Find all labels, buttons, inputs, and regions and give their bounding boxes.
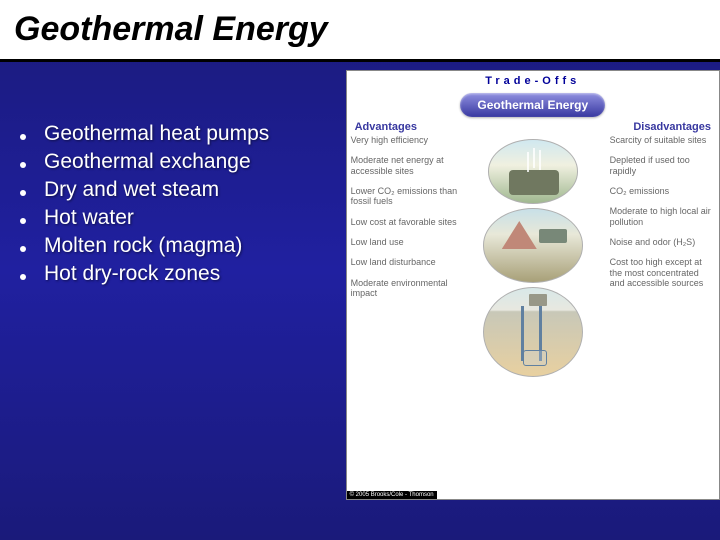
- tradeoff-header: Trade-Offs: [347, 71, 719, 91]
- copyright-label: © 2005 Brooks/Cole - Thomson: [347, 491, 437, 499]
- disadvantage-item: Depleted if used too rapidly: [610, 155, 715, 176]
- disadvantage-item: Scarcity of suitable sites: [610, 135, 715, 145]
- disadvantage-item: Moderate to high local air pollution: [610, 206, 715, 227]
- disadvantage-item: CO₂ emissions: [610, 186, 715, 196]
- bullet-item: Geothermal heat pumps: [20, 122, 336, 146]
- advantage-item: Low land use: [351, 237, 458, 247]
- illustration-column: [460, 135, 606, 463]
- content-area: Geothermal heat pumps Geothermal exchang…: [0, 62, 720, 540]
- bullet-text: Geothermal heat pumps: [44, 122, 269, 146]
- advantage-item: Very high efficiency: [351, 135, 458, 145]
- advantages-header: Advantages: [355, 121, 533, 133]
- bullet-dot-icon: [20, 190, 26, 196]
- tradeoff-headers-row: Advantages Disadvantages: [347, 121, 719, 133]
- slide-title: Geothermal Energy: [14, 10, 706, 49]
- bullet-item: Dry and wet steam: [20, 178, 336, 202]
- bullet-item: Hot dry-rock zones: [20, 262, 336, 286]
- title-bar: Geothermal Energy: [0, 0, 720, 62]
- bullet-dot-icon: [20, 134, 26, 140]
- bullet-text: Molten rock (magma): [44, 234, 242, 258]
- disadvantage-item: Noise and odor (H₂S): [610, 237, 715, 247]
- bullet-text: Hot water: [44, 206, 134, 230]
- advantage-item: Moderate environmental impact: [351, 278, 458, 299]
- disadvantages-column: Scarcity of suitable sites Depleted if u…: [606, 135, 715, 463]
- advantage-item: Low land disturbance: [351, 257, 458, 267]
- bullet-dot-icon: [20, 274, 26, 280]
- bullet-column: Geothermal heat pumps Geothermal exchang…: [0, 62, 346, 540]
- advantage-item: Moderate net energy at accessible sites: [351, 155, 458, 176]
- disadvantage-item: Cost too high except at the most concent…: [610, 257, 715, 288]
- pump-icon: [523, 350, 547, 366]
- bullet-item: Hot water: [20, 206, 336, 230]
- tradeoff-column: Trade-Offs Geothermal Energy Advantages …: [346, 62, 720, 540]
- volcanic-site-icon: [483, 208, 583, 283]
- bullet-list: Geothermal heat pumps Geothermal exchang…: [20, 122, 336, 286]
- bullet-dot-icon: [20, 246, 26, 252]
- underground-pump-icon: [483, 287, 583, 377]
- bullet-dot-icon: [20, 218, 26, 224]
- bullet-text: Geothermal exchange: [44, 150, 251, 174]
- tradeoff-body: Very high efficiency Moderate net energy…: [347, 133, 719, 463]
- advantage-item: Low cost at favorable sites: [351, 217, 458, 227]
- bullet-item: Geothermal exchange: [20, 150, 336, 174]
- bullet-dot-icon: [20, 162, 26, 168]
- advantages-column: Very high efficiency Moderate net energy…: [351, 135, 460, 463]
- advantage-item: Lower CO₂ emissions than fossil fuels: [351, 186, 458, 207]
- bullet-text: Dry and wet steam: [44, 178, 219, 202]
- bullet-text: Hot dry-rock zones: [44, 262, 220, 286]
- tradeoff-card: Trade-Offs Geothermal Energy Advantages …: [346, 70, 720, 500]
- geothermal-plant-icon: [488, 139, 578, 204]
- disadvantages-header: Disadvantages: [533, 121, 711, 133]
- tradeoff-pill: Geothermal Energy: [460, 93, 605, 117]
- bullet-item: Molten rock (magma): [20, 234, 336, 258]
